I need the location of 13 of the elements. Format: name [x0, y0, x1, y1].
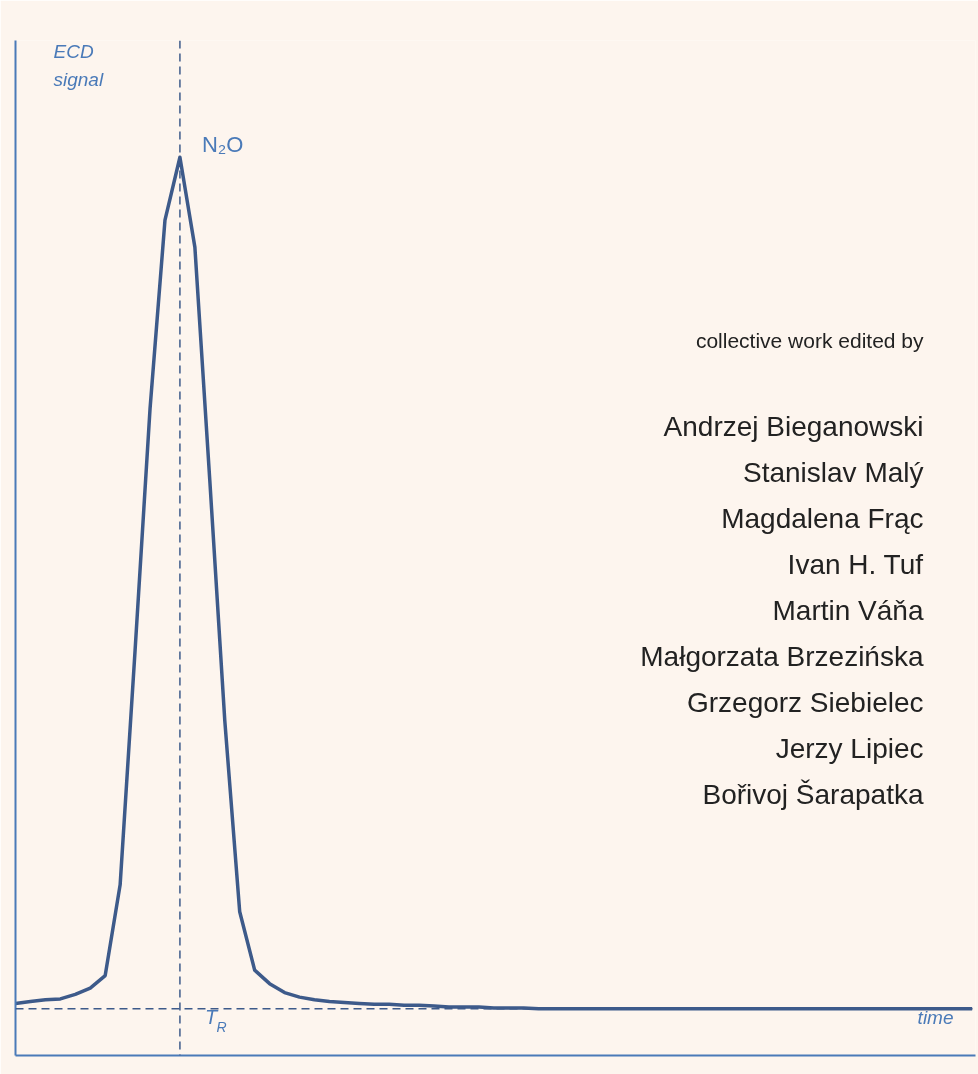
- annotation: Bořivoj Šarapatka: [702, 778, 924, 810]
- annotation: Andrzej Bieganowski: [663, 410, 924, 442]
- annotation: collective work edited by: [695, 328, 924, 352]
- annotation: Małgorzata Brzezińska: [640, 640, 924, 672]
- annotation: Stanislav Malý: [742, 456, 924, 488]
- text: N₂O: [201, 132, 244, 158]
- annotation: Ivan H. Tuf: [787, 548, 924, 580]
- annotation: Martin Váňa: [772, 594, 924, 626]
- annotation: Magdalena Frąc: [721, 502, 924, 534]
- y-axis-title: ECD signal: [53, 40, 104, 90]
- x-axis-title: time: [917, 1006, 954, 1028]
- annotation: Jerzy Lipiec: [775, 732, 924, 764]
- annotation: Grzegorz Siebielec: [686, 686, 924, 718]
